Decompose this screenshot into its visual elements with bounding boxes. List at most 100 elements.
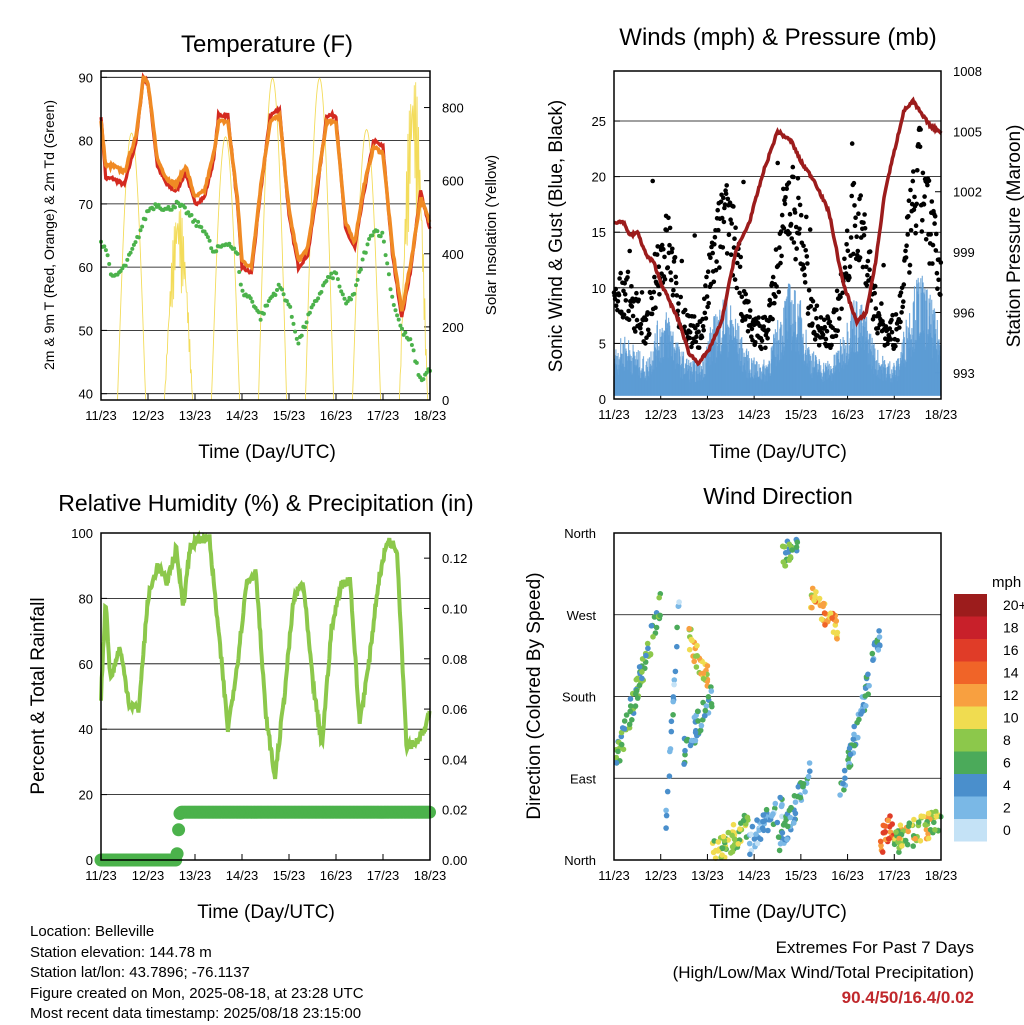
gust-point: [721, 195, 726, 201]
gust-point: [726, 232, 732, 238]
gust-point: [695, 322, 700, 328]
gust-point: [926, 178, 932, 184]
gust-point: [847, 275, 852, 281]
humidity-xtick-label: 12/23: [132, 868, 165, 883]
gust-point: [615, 299, 621, 304]
gust-point: [731, 204, 736, 209]
dewpoint-point: [265, 303, 270, 308]
dewpoint-point: [176, 201, 181, 206]
gust-point: [842, 256, 847, 262]
winds-xlabel: Time (Day/UTC): [709, 442, 847, 463]
dewpoint-point: [400, 326, 404, 331]
direction-point: [837, 792, 843, 798]
direction-point: [634, 675, 641, 682]
temperature-ytick-label: 60: [79, 260, 93, 275]
winds-ytick-label: 20: [592, 170, 606, 185]
dewpoint-point: [409, 343, 414, 347]
winds-xtick-label: 18/23: [925, 407, 958, 422]
direction-point: [715, 839, 722, 845]
gust-point: [708, 255, 713, 260]
gust-point: [895, 338, 900, 343]
humidity-ylabel: Percent & Total Rainfall: [28, 597, 49, 794]
station-latlon: Station lat/lon: 43.7896; -76.1137: [30, 964, 250, 981]
dewpoint-point: [250, 299, 255, 304]
direction-point: [876, 642, 883, 648]
gust-point: [703, 316, 709, 321]
direction-point: [666, 773, 673, 779]
gust-point: [671, 287, 676, 293]
dewpoint-point: [281, 292, 286, 297]
direction-point: [746, 840, 753, 847]
gust-point: [858, 193, 863, 198]
gust-point: [804, 254, 810, 259]
gust-point: [903, 248, 908, 254]
dewpoint-point: [421, 377, 426, 382]
direction-point: [705, 694, 712, 700]
gust-point: [694, 334, 699, 340]
dewpoint-point: [360, 257, 365, 262]
gust-point: [804, 214, 809, 220]
gust-point: [673, 274, 678, 280]
gust-point: [919, 229, 925, 234]
direction-point: [882, 823, 889, 829]
direction-point: [618, 741, 625, 748]
winds-xtick-label: 15/23: [785, 407, 818, 422]
precip-point: [172, 823, 186, 837]
gust-point: [901, 299, 906, 304]
direction-point: [656, 594, 662, 601]
direction-point: [700, 675, 707, 682]
dewpoint-point: [352, 291, 357, 296]
dewpoint-point: [411, 348, 416, 353]
dewpoint-point: [194, 224, 199, 228]
gust-point: [636, 297, 641, 303]
gust-point: [763, 345, 768, 351]
gust-point: [634, 317, 640, 323]
gust-point: [862, 226, 868, 231]
gust-point: [711, 279, 717, 285]
station-info: Location: Belleville Station elevation: …: [30, 922, 364, 1025]
gust-point: [857, 255, 863, 260]
gust-point: [898, 319, 903, 325]
gust-point: [741, 179, 746, 185]
direction-point: [850, 736, 857, 742]
gust-point: [883, 324, 889, 329]
direction-point: [925, 831, 931, 837]
direction-point: [784, 823, 791, 830]
gust-point: [667, 225, 673, 231]
direction-point: [792, 810, 799, 817]
direction-point: [865, 671, 871, 678]
gust-point: [657, 292, 662, 297]
temperature-ytick-label: 90: [79, 70, 93, 85]
gust-point: [712, 234, 718, 240]
gust-point: [650, 178, 655, 184]
direction-point: [639, 669, 645, 675]
dewpoint-point: [103, 248, 108, 253]
dewpoint-point: [291, 321, 296, 326]
direction-point: [859, 708, 866, 715]
gust-point: [849, 141, 855, 146]
gust-point: [737, 264, 743, 270]
dewpoint-point: [393, 308, 398, 313]
gust-point: [861, 233, 867, 238]
direction-point: [693, 664, 700, 670]
direction-point: [702, 707, 709, 714]
gust-point: [789, 236, 794, 241]
direction-point: [672, 668, 679, 675]
direction-point: [847, 751, 854, 758]
direction-point: [779, 813, 785, 820]
direction-point: [671, 677, 678, 683]
direction-point: [915, 819, 922, 825]
dewpoint-point: [370, 233, 375, 238]
gust-point: [838, 294, 843, 300]
humidity-frame: [100, 532, 431, 861]
gust-point: [842, 265, 848, 270]
gust-point: [856, 211, 861, 216]
dewpoint-point: [192, 218, 197, 223]
direction-point: [905, 823, 912, 829]
temperature-xtick-label: 15/23: [273, 408, 306, 423]
dewpoint-point: [327, 275, 332, 280]
gust-point: [682, 307, 688, 313]
temperature-frame: [100, 70, 431, 401]
direction-point: [887, 813, 893, 819]
speed-colorbar: mph 20+ 18 16 14 12 10 8 6 4 2 0: [954, 574, 1024, 842]
